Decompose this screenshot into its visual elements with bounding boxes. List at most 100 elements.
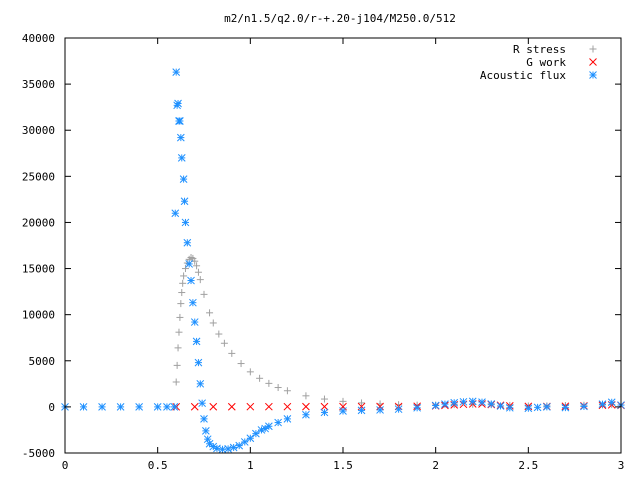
data-point (171, 209, 180, 218)
data-point (496, 402, 505, 410)
axes: -5000 0 5000 10000 15000 20000 25000 30000 35000… (22, 32, 624, 472)
y-tick-label: 25000 (22, 170, 55, 183)
data-point (173, 361, 181, 369)
data-point (185, 260, 194, 268)
data-point (598, 400, 607, 408)
y-tick-label: 40000 (22, 32, 55, 45)
data-point (229, 443, 238, 452)
legend-marker (589, 58, 597, 66)
data-point (189, 298, 197, 307)
y-tick-label: 20000 (22, 216, 55, 229)
data-point (153, 403, 162, 411)
data-point (177, 154, 186, 162)
data-point (357, 402, 366, 411)
data-point (200, 415, 208, 423)
data-point (524, 404, 533, 413)
x-tick-label: 0 (62, 459, 69, 472)
data-point (163, 403, 171, 411)
data-point (450, 398, 459, 407)
data-point (580, 402, 588, 411)
data-point (181, 218, 190, 227)
data-point (116, 403, 125, 411)
data-point (180, 197, 189, 206)
data-point (172, 378, 180, 386)
data-point (265, 402, 273, 411)
data-point (135, 403, 143, 411)
data-point (174, 99, 182, 108)
data-point (320, 402, 329, 411)
data-point (206, 309, 214, 317)
data-point (177, 300, 185, 308)
x-tick-label: 2.5 (518, 459, 538, 472)
data-point (283, 402, 292, 411)
data-point (256, 374, 264, 382)
data-point (213, 444, 221, 453)
series-acoustic-flux (61, 68, 625, 454)
y-tick-label: 10000 (22, 309, 55, 322)
data-point (220, 339, 228, 347)
legend-marker (589, 45, 597, 53)
data-point (196, 276, 204, 284)
data-point (98, 403, 106, 411)
y-tick-label: 0 (48, 401, 55, 414)
x-tick-label: 0.5 (148, 459, 168, 472)
data-point (209, 402, 218, 411)
x-tick-label: 2 (432, 459, 439, 472)
y-tick-label: 15000 (22, 263, 55, 276)
data-point (196, 379, 205, 388)
data-point (283, 415, 292, 423)
data-point (376, 406, 384, 414)
data-point (533, 403, 542, 412)
legend-label: G work (526, 56, 566, 69)
data-point (607, 398, 616, 407)
data-point (176, 117, 184, 125)
data-point (179, 175, 188, 183)
data-point (478, 398, 486, 406)
data-point (187, 253, 195, 261)
data-point (431, 401, 440, 410)
data-point (198, 399, 207, 408)
series-r-stress (172, 253, 625, 410)
data-point (201, 427, 210, 435)
data-point (215, 330, 223, 338)
data-point (561, 403, 570, 412)
data-point (227, 402, 236, 411)
data-point (283, 387, 291, 395)
data-point (265, 422, 273, 431)
data-point (320, 395, 328, 403)
data-point (224, 444, 232, 453)
data-point (194, 358, 203, 367)
data-point (176, 133, 185, 142)
data-point (302, 410, 310, 419)
data-point (505, 403, 514, 412)
data-point (237, 360, 245, 368)
legend-label: Acoustic flux (480, 69, 566, 82)
data-point (181, 265, 189, 273)
data-point (209, 319, 217, 327)
y-tick-label: 5000 (29, 355, 56, 368)
data-point (487, 400, 496, 408)
x-tick-label: 3 (618, 459, 625, 472)
data-point (302, 402, 310, 411)
data-point (174, 344, 182, 352)
data-point (190, 402, 199, 411)
data-point (190, 318, 199, 326)
data-point (179, 279, 187, 287)
data-point (246, 434, 255, 443)
x-tick-label: 1.5 (333, 459, 353, 472)
data-point (175, 328, 183, 336)
data-point (394, 405, 403, 414)
data-point (183, 238, 192, 247)
legend-marker (589, 71, 597, 79)
data-point (228, 349, 236, 357)
data-point (79, 403, 88, 411)
data-point (246, 402, 255, 411)
chart-title: m2/n1.5/q2.0/r-+.20-j104/M250.0/512 (224, 12, 456, 25)
legend-label: R stress (513, 43, 566, 56)
data-point (358, 399, 366, 407)
data-point (176, 313, 184, 321)
data-point (178, 289, 186, 297)
data-point (339, 407, 347, 415)
